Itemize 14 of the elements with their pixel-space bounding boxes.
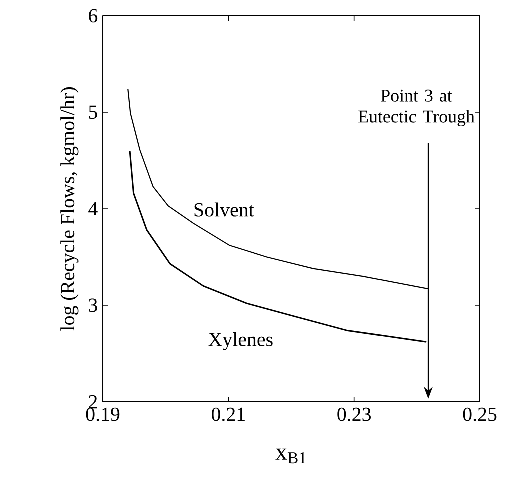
y-tick-label: 6: [89, 9, 98, 23]
y-tick-label: 4: [88, 202, 98, 216]
x-tick-label: 0.21: [212, 408, 245, 422]
y-tick-label: 5: [89, 106, 98, 120]
series-label: Xylenes: [208, 332, 273, 351]
x-tick-label: 0.25: [463, 408, 497, 422]
y-tick-label: 2: [89, 395, 98, 409]
x-axis-title: x$_{B1}$: [276, 448, 306, 464]
annotation: Point 3 at Eutectic Trough: [358, 90, 475, 127]
y-tick-label: 3: [89, 298, 98, 312]
x-tick-label: 0.23: [338, 408, 371, 422]
x-tick-label: 0.19: [86, 408, 120, 422]
series-label: Solvent: [194, 202, 254, 217]
y-axis-title: log (Recycle Flows, kgmol/hr): [60, 88, 79, 331]
